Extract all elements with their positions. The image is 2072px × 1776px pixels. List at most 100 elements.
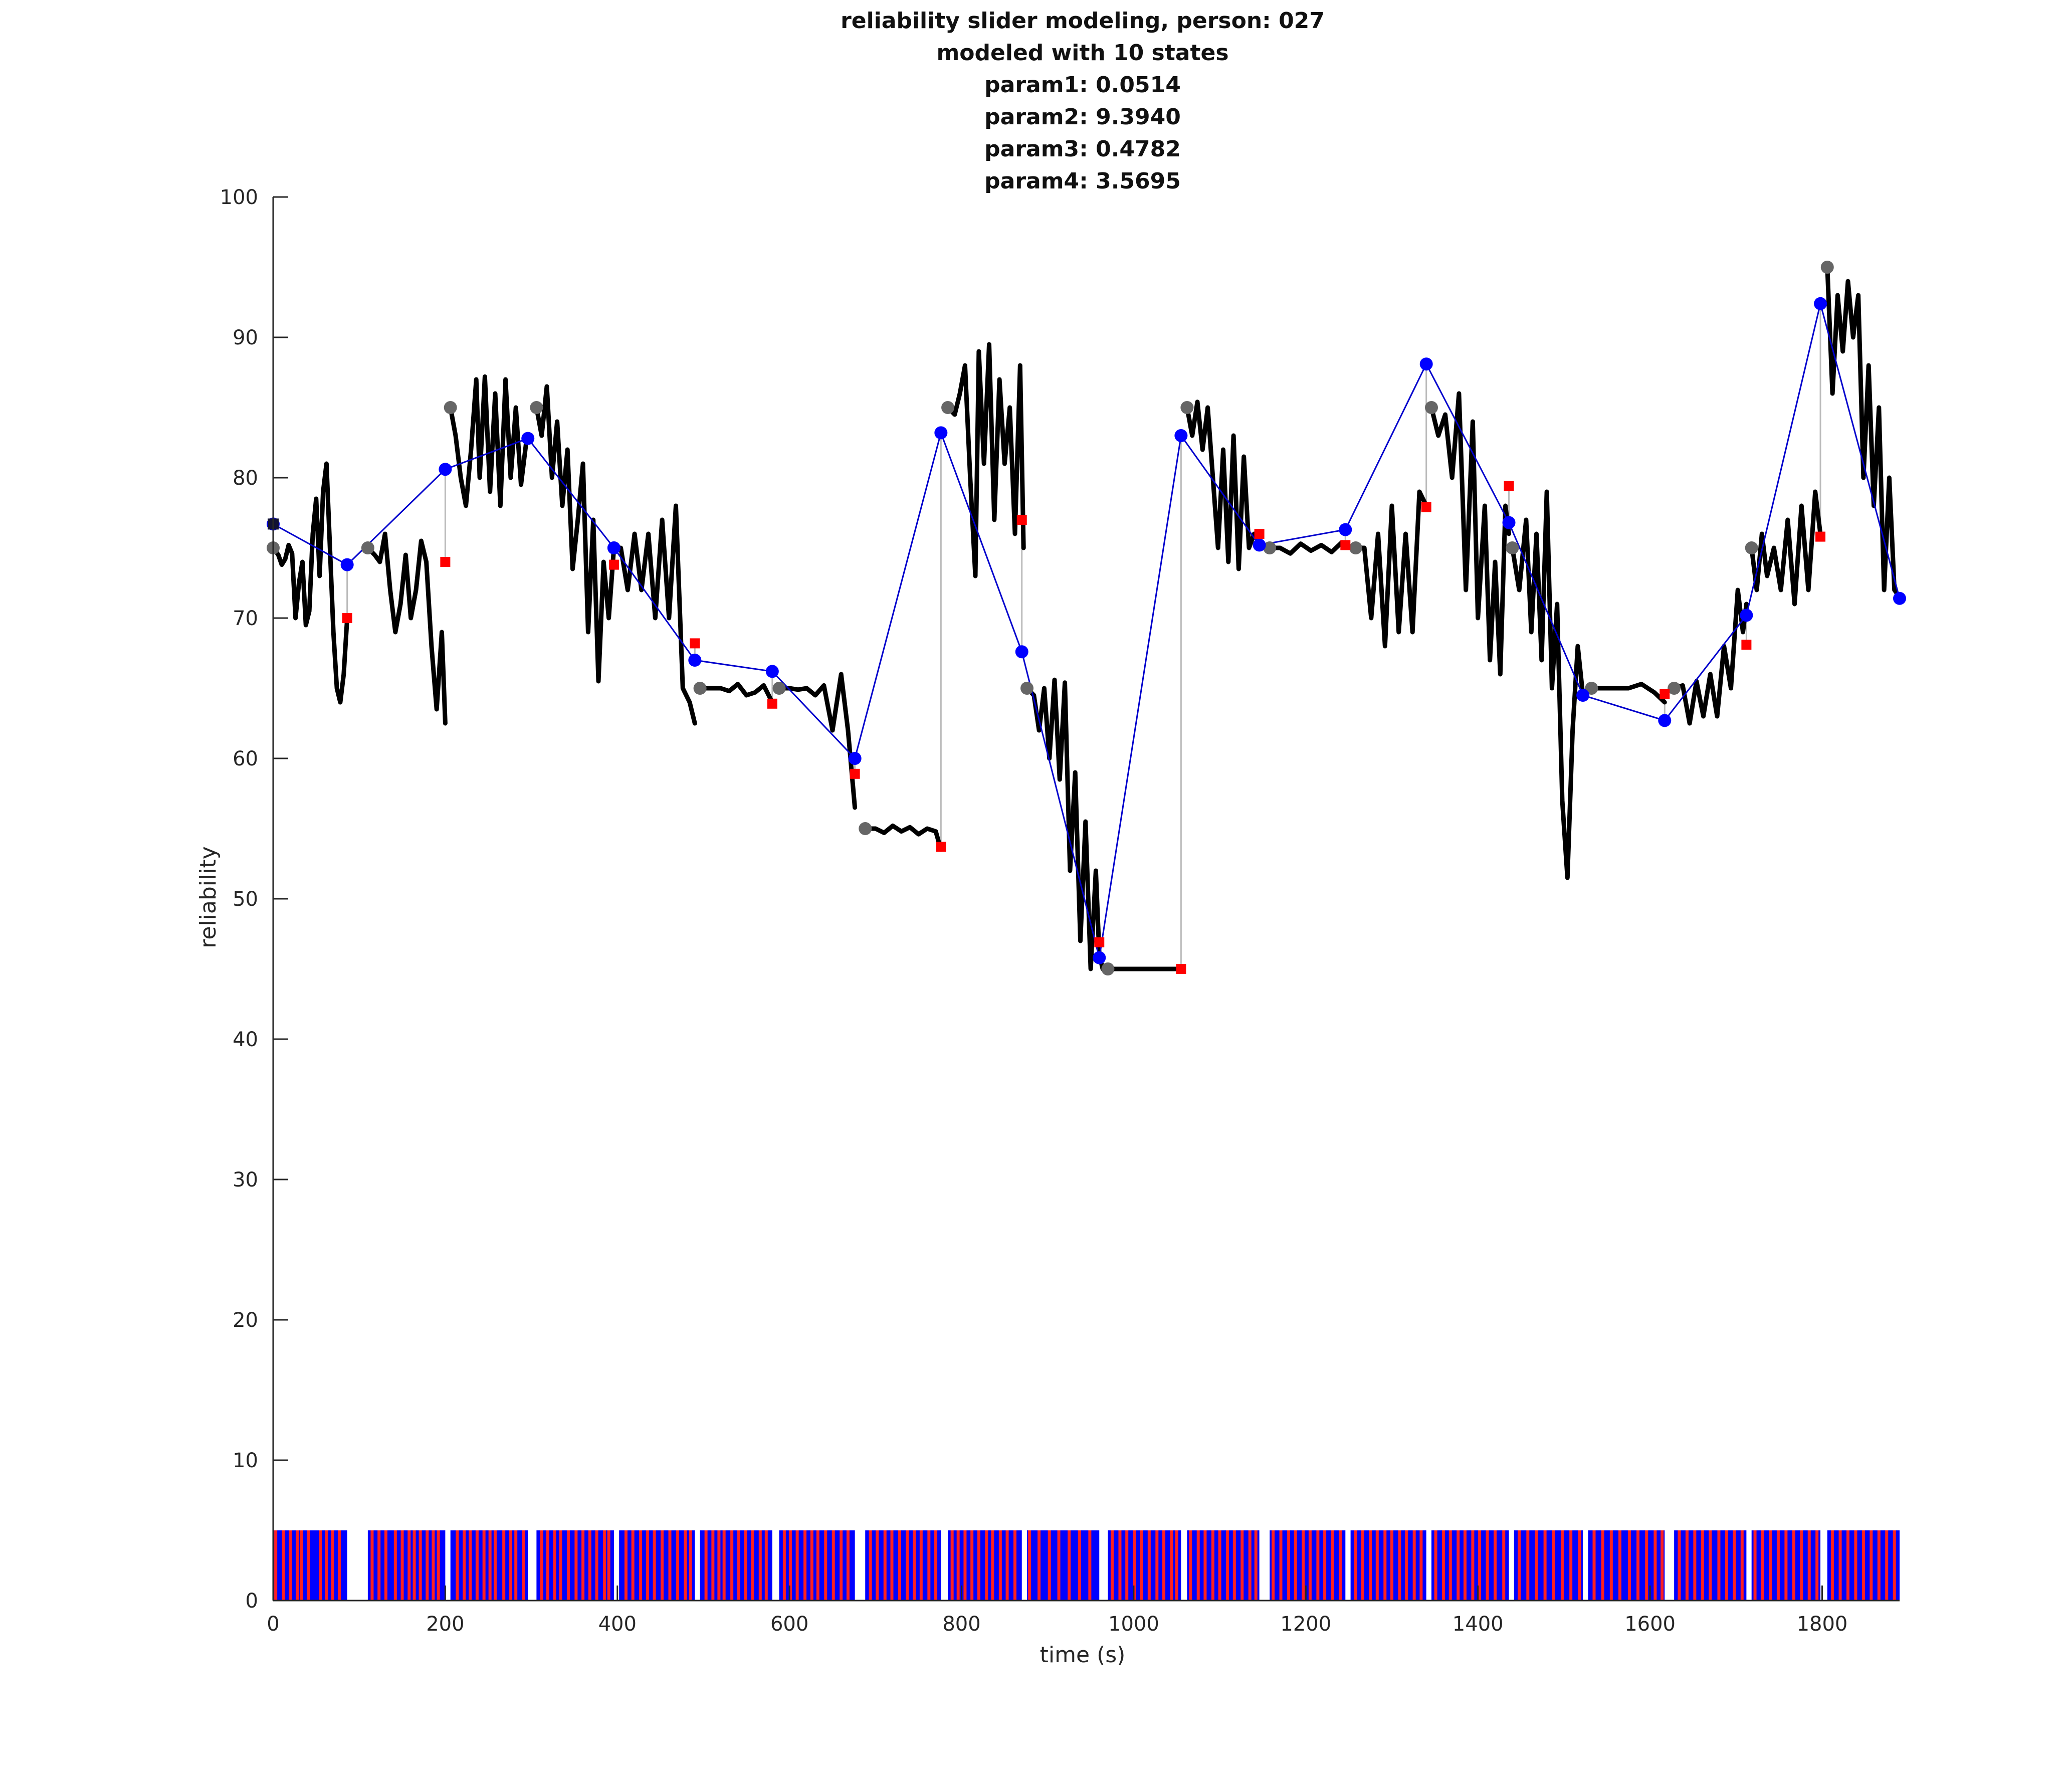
model-point-20 bbox=[1893, 591, 1906, 605]
event-stripe-52 bbox=[689, 1530, 692, 1601]
event-stripe-130 bbox=[1354, 1530, 1357, 1601]
model-point-4 bbox=[607, 541, 620, 554]
event-stripe-71 bbox=[840, 1530, 843, 1601]
y-tick-label-8: 80 bbox=[233, 467, 258, 490]
model-point-1 bbox=[340, 558, 354, 571]
model-point-10 bbox=[1093, 951, 1106, 964]
event-block-16 bbox=[1588, 1530, 1665, 1601]
event-stripe-182 bbox=[1800, 1530, 1803, 1601]
event-stripe-90 bbox=[998, 1530, 1002, 1601]
event-stripe-47 bbox=[653, 1530, 656, 1601]
event-stripe-185 bbox=[1831, 1530, 1834, 1601]
event-stripe-138 bbox=[1412, 1530, 1416, 1601]
model-point-7 bbox=[848, 752, 862, 765]
event-stripe-40 bbox=[595, 1530, 598, 1601]
event-stripe-79 bbox=[913, 1530, 916, 1601]
trace-segment-6 bbox=[777, 672, 858, 810]
title-line-4: param2: 9.3940 bbox=[984, 104, 1181, 130]
trace-segment-15 bbox=[1510, 489, 1585, 880]
state-start-point-5 bbox=[693, 682, 707, 695]
event-stripe-83 bbox=[950, 1530, 954, 1601]
event-stripe-33 bbox=[546, 1530, 549, 1601]
state-start-point-15 bbox=[1506, 541, 1519, 554]
y-tick-label-0: 0 bbox=[246, 1590, 258, 1613]
event-stripe-78 bbox=[906, 1530, 909, 1601]
event-stripe-35 bbox=[559, 1530, 562, 1601]
event-stripe-27 bbox=[493, 1530, 497, 1601]
event-stripe-141 bbox=[1442, 1530, 1445, 1601]
y-tick-label-9: 90 bbox=[233, 326, 258, 349]
x-tick-label-1: 200 bbox=[426, 1613, 464, 1636]
event-stripe-174 bbox=[1733, 1530, 1736, 1601]
title-line-2: modeled with 10 states bbox=[936, 40, 1228, 66]
event-stripe-59 bbox=[744, 1530, 747, 1601]
event-stripe-6 bbox=[319, 1530, 322, 1601]
x-tick-label-0: 0 bbox=[267, 1613, 279, 1636]
y-tick-label-6: 60 bbox=[233, 747, 258, 770]
event-stripe-146 bbox=[1478, 1530, 1482, 1601]
event-stripe-29 bbox=[509, 1530, 512, 1601]
x-tick-label-9: 1800 bbox=[1797, 1613, 1848, 1636]
event-stripe-16 bbox=[412, 1530, 416, 1601]
event-stripe-140 bbox=[1434, 1530, 1437, 1601]
event-stripe-44 bbox=[631, 1530, 635, 1601]
event-stripe-126 bbox=[1316, 1530, 1320, 1601]
event-stripe-91 bbox=[1005, 1530, 1009, 1601]
event-stripe-51 bbox=[684, 1530, 687, 1601]
event-stripe-180 bbox=[1784, 1530, 1788, 1601]
event-stripe-149 bbox=[1502, 1530, 1506, 1601]
prediction-marker-2 bbox=[608, 559, 619, 570]
event-stripe-188 bbox=[1854, 1530, 1857, 1601]
event-stripe-65 bbox=[795, 1530, 799, 1601]
event-stripe-155 bbox=[1560, 1530, 1564, 1601]
x-tick-label-6: 1200 bbox=[1280, 1613, 1331, 1636]
event-stripe-142 bbox=[1448, 1530, 1452, 1601]
event-stripe-73 bbox=[869, 1530, 872, 1601]
y-tick-label-2: 20 bbox=[233, 1309, 258, 1332]
event-stripe-72 bbox=[846, 1530, 850, 1601]
state-start-point-8 bbox=[941, 401, 955, 414]
trace-segment-4 bbox=[611, 503, 697, 726]
event-stripe-166 bbox=[1661, 1530, 1664, 1601]
trace-segment-12 bbox=[1267, 540, 1353, 556]
event-stripe-26 bbox=[488, 1530, 492, 1601]
event-stripe-132 bbox=[1369, 1530, 1372, 1601]
event-stripe-139 bbox=[1419, 1530, 1423, 1601]
prediction-marker-10 bbox=[1254, 529, 1265, 539]
prediction-marker-16 bbox=[1815, 531, 1826, 542]
event-stripe-84 bbox=[956, 1530, 960, 1601]
model-point-14 bbox=[1419, 357, 1433, 371]
prediction-marker-3 bbox=[690, 638, 700, 649]
model-point-5 bbox=[688, 654, 702, 667]
event-stripe-173 bbox=[1725, 1530, 1728, 1601]
model-point-2 bbox=[439, 463, 452, 476]
event-stripe-110 bbox=[1189, 1530, 1192, 1601]
event-stripe-179 bbox=[1776, 1530, 1780, 1601]
model-point-9 bbox=[1015, 645, 1028, 659]
event-stripe-17 bbox=[419, 1530, 422, 1601]
state-start-point-2 bbox=[444, 401, 457, 414]
event-stripe-106 bbox=[1155, 1530, 1159, 1601]
event-stripe-87 bbox=[977, 1530, 980, 1601]
event-stripe-153 bbox=[1543, 1530, 1547, 1601]
y-tick-label-1: 10 bbox=[233, 1449, 258, 1472]
event-stripe-19 bbox=[432, 1530, 435, 1601]
event-stripe-159 bbox=[1601, 1530, 1604, 1601]
x-tick-label-8: 1600 bbox=[1624, 1613, 1676, 1636]
state-start-point-12 bbox=[1263, 541, 1277, 554]
event-stripe-82 bbox=[934, 1530, 938, 1601]
event-stripe-70 bbox=[832, 1530, 835, 1601]
event-stripe-115 bbox=[1226, 1530, 1229, 1601]
chart-markers bbox=[267, 261, 1906, 975]
model-point-11 bbox=[1174, 429, 1188, 442]
state-start-point-3 bbox=[530, 401, 543, 414]
event-stripe-7 bbox=[325, 1530, 328, 1601]
event-stripe-156 bbox=[1569, 1530, 1573, 1601]
model-point-17 bbox=[1658, 714, 1672, 727]
prediction-marker-8 bbox=[1094, 937, 1105, 947]
state-start-point-7 bbox=[859, 822, 872, 835]
model-point-19 bbox=[1814, 297, 1827, 310]
event-stripe-124 bbox=[1302, 1530, 1305, 1601]
